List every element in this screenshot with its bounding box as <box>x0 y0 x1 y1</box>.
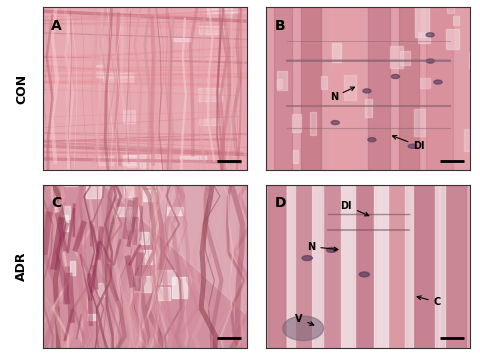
Text: ADR: ADR <box>15 251 28 281</box>
Bar <box>96 65 104 77</box>
Bar <box>390 46 403 68</box>
Bar <box>353 176 376 355</box>
Bar <box>374 176 387 355</box>
Bar <box>132 232 149 244</box>
Bar <box>124 186 138 197</box>
Bar <box>172 38 191 41</box>
Bar <box>420 78 430 88</box>
Ellipse shape <box>426 59 434 63</box>
Ellipse shape <box>326 247 337 252</box>
Bar <box>116 207 138 216</box>
Text: CON: CON <box>15 74 28 104</box>
Bar <box>332 43 341 62</box>
Bar <box>295 176 311 355</box>
Bar <box>321 76 327 89</box>
Bar <box>144 176 155 187</box>
Bar <box>63 207 70 219</box>
Ellipse shape <box>408 144 416 148</box>
Bar <box>469 52 480 67</box>
Bar <box>127 209 135 229</box>
Bar <box>277 71 287 90</box>
Text: V: V <box>295 313 314 325</box>
Bar <box>322 176 341 355</box>
Bar <box>287 176 295 355</box>
Bar <box>364 99 372 117</box>
Text: N: N <box>307 242 338 252</box>
Bar <box>56 181 77 186</box>
Bar <box>158 269 175 284</box>
Text: DI: DI <box>393 136 425 151</box>
Text: A: A <box>51 18 62 33</box>
Bar <box>344 75 357 100</box>
Bar <box>207 8 232 17</box>
Bar <box>138 164 161 176</box>
Bar <box>330 0 358 179</box>
Text: N: N <box>330 87 355 102</box>
Bar <box>123 110 135 123</box>
Bar <box>157 286 169 300</box>
Ellipse shape <box>283 316 324 340</box>
Ellipse shape <box>359 272 370 277</box>
Bar <box>180 156 206 162</box>
Bar <box>274 0 292 179</box>
Ellipse shape <box>302 256 312 261</box>
Bar <box>418 32 430 43</box>
Bar <box>138 154 160 163</box>
Ellipse shape <box>368 138 376 142</box>
Bar <box>143 190 156 202</box>
Bar <box>383 176 407 355</box>
Text: C: C <box>51 196 61 210</box>
Ellipse shape <box>434 80 442 84</box>
Bar <box>226 9 239 12</box>
Ellipse shape <box>331 121 339 125</box>
Bar <box>435 176 445 355</box>
Bar <box>292 114 300 132</box>
Bar <box>368 0 390 179</box>
Bar <box>311 111 316 135</box>
Bar <box>268 176 285 355</box>
Bar <box>86 178 101 198</box>
Bar <box>442 176 466 355</box>
Ellipse shape <box>426 33 434 37</box>
Bar <box>87 314 96 320</box>
Text: C: C <box>417 296 441 307</box>
Bar <box>60 215 68 231</box>
Bar <box>301 0 322 179</box>
Text: B: B <box>275 18 285 33</box>
Bar <box>399 0 420 179</box>
Bar <box>464 129 473 151</box>
Bar <box>446 29 459 49</box>
Text: D: D <box>275 196 286 210</box>
Bar <box>414 176 437 355</box>
Bar <box>167 207 183 215</box>
Bar <box>406 176 413 355</box>
Ellipse shape <box>363 89 371 93</box>
Polygon shape <box>105 185 247 315</box>
Bar <box>199 26 226 34</box>
Bar <box>453 16 459 25</box>
Text: DI: DI <box>341 201 369 216</box>
Bar <box>140 250 155 263</box>
Bar <box>127 155 151 166</box>
Bar <box>312 176 323 355</box>
Bar <box>199 118 222 125</box>
Bar <box>123 155 139 165</box>
Bar <box>134 276 151 293</box>
Bar <box>103 73 133 82</box>
Bar <box>447 0 454 13</box>
Bar <box>400 51 410 65</box>
Bar <box>415 7 429 37</box>
Bar <box>198 88 222 101</box>
Bar <box>98 283 106 296</box>
Bar <box>55 196 61 214</box>
Ellipse shape <box>391 75 399 78</box>
Bar <box>426 0 454 179</box>
Bar <box>98 157 113 165</box>
Bar <box>293 151 298 163</box>
Bar <box>414 109 425 136</box>
Bar <box>341 176 355 355</box>
Bar <box>277 80 282 88</box>
Bar <box>70 261 75 275</box>
Bar <box>172 277 187 298</box>
